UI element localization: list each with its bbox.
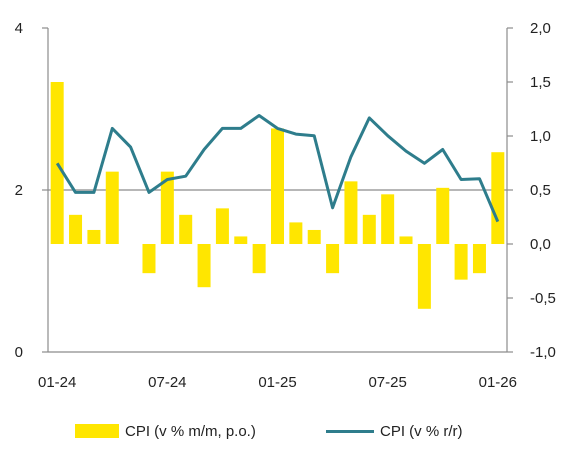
bar-10-24 bbox=[215, 208, 229, 244]
bar-11-24 bbox=[234, 236, 248, 244]
tick-labels: 0 2 4 -1,0 -0,5 0,0 0,5 1,0 1,5 2,0 01-24 07-24 01-2… bbox=[15, 20, 556, 391]
bar-03-25 bbox=[307, 229, 321, 244]
bar-series bbox=[50, 82, 505, 309]
legend-bar-swatch bbox=[75, 424, 119, 438]
bar-01-25 bbox=[271, 128, 284, 244]
bar-12-24 bbox=[252, 244, 266, 274]
bar-04-24 bbox=[105, 171, 119, 244]
legend-line-swatch bbox=[326, 429, 374, 433]
y-right-tick: 2,0 bbox=[530, 20, 551, 37]
legend-bar-label: CPI (v % m/m, p.o.) bbox=[125, 422, 256, 440]
axes bbox=[42, 27, 513, 353]
bar-05-25 bbox=[344, 181, 358, 244]
y-right-tick: -1,0 bbox=[530, 344, 556, 361]
y-left-tick: 2 bbox=[15, 182, 23, 199]
line-series bbox=[55, 114, 500, 223]
y-left-tick: 4 bbox=[15, 20, 23, 37]
y-right-tick: 1,0 bbox=[530, 128, 551, 145]
y-left-tick: 0 bbox=[15, 344, 23, 361]
bar-02-24 bbox=[69, 214, 83, 244]
bar-06-24 bbox=[142, 244, 156, 274]
bar-10-25 bbox=[436, 187, 450, 244]
legend: CPI (v % m/m, p.o.) CPI (v % r/r) bbox=[0, 416, 585, 446]
bar-01-24 bbox=[50, 82, 64, 244]
x-tick: 01-24 bbox=[38, 374, 76, 391]
bar-09-24 bbox=[197, 244, 211, 288]
y-right-tick: 1,5 bbox=[530, 74, 551, 91]
legend-item-bar: CPI (v % m/m, p.o.) bbox=[75, 416, 256, 446]
bar-01-26 bbox=[491, 152, 505, 244]
y-right-tick: 0,5 bbox=[530, 182, 551, 199]
legend-item-line: CPI (v % r/r) bbox=[326, 416, 463, 446]
bar-11-25 bbox=[454, 244, 468, 280]
bar-08-25 bbox=[399, 236, 413, 244]
bar-07-25 bbox=[381, 194, 395, 244]
y-right-tick: 0,0 bbox=[530, 236, 551, 253]
bar-04-25 bbox=[326, 244, 340, 274]
bar-12-25 bbox=[472, 244, 486, 274]
x-tick: 01-25 bbox=[258, 374, 296, 391]
y-right-tick: -0,5 bbox=[530, 290, 556, 307]
bar-07-24 bbox=[160, 171, 174, 244]
bar-03-24 bbox=[87, 229, 101, 244]
bar-09-25 bbox=[417, 244, 431, 309]
x-tick: 07-24 bbox=[148, 374, 186, 391]
bar-06-25 bbox=[362, 214, 376, 244]
bar-02-25 bbox=[289, 222, 303, 244]
bar-08-24 bbox=[179, 214, 193, 244]
x-tick: 01-26 bbox=[479, 374, 517, 391]
legend-line-label: CPI (v % r/r) bbox=[380, 422, 463, 440]
x-tick: 07-25 bbox=[368, 374, 406, 391]
